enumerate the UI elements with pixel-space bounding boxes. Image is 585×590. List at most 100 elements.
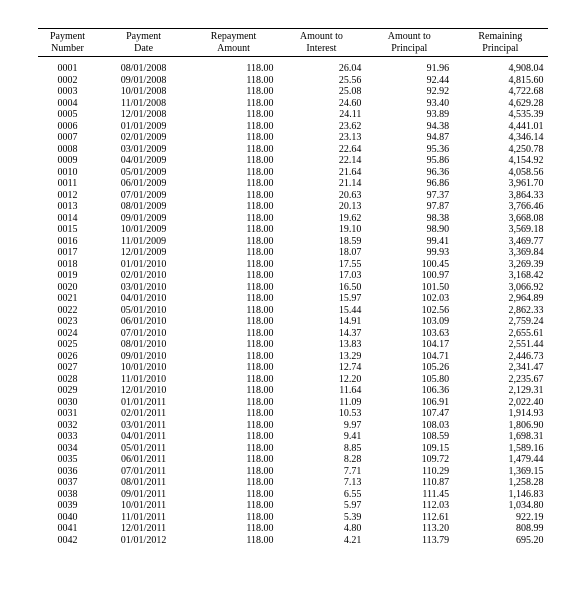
cell-payment-date: 12/01/2008 — [98, 109, 190, 121]
cell-amount-to-principal: 109.15 — [365, 443, 453, 455]
cell-remaining-principal: 2,551.44 — [453, 339, 547, 351]
cell-repayment-amount: 118.00 — [190, 86, 278, 98]
amortization-schedule-page: Payment Number Payment Date Repayment Am… — [8, 0, 578, 586]
cell-amount-to-principal: 94.38 — [365, 121, 453, 133]
cell-payment-number: 0019 — [38, 270, 98, 282]
cell-payment-date: 10/01/2010 — [98, 362, 190, 374]
cell-repayment-amount: 118.00 — [190, 362, 278, 374]
cell-amount-to-interest: 14.37 — [277, 328, 365, 340]
cell-amount-to-interest: 23.62 — [277, 121, 365, 133]
cell-amount-to-principal: 108.59 — [365, 431, 453, 443]
cell-payment-date: 09/01/2008 — [98, 75, 190, 87]
cell-payment-date: 08/01/2010 — [98, 339, 190, 351]
table-row: 000601/01/2009118.0023.6294.384,441.01 — [38, 121, 548, 133]
cell-amount-to-interest: 7.13 — [277, 477, 365, 489]
cell-repayment-amount: 118.00 — [190, 305, 278, 317]
cell-amount-to-interest: 12.74 — [277, 362, 365, 374]
table-header-row: Payment Number Payment Date Repayment Am… — [38, 29, 548, 57]
cell-amount-to-principal: 102.56 — [365, 305, 453, 317]
table-row: 003910/01/2011118.005.97112.031,034.80 — [38, 500, 548, 512]
table-row: 004112/01/2011118.004.80113.20808.99 — [38, 523, 548, 535]
cell-amount-to-principal: 98.90 — [365, 224, 453, 236]
table-row: 001510/01/2009118.0019.1098.903,569.18 — [38, 224, 548, 236]
cell-payment-number: 0032 — [38, 420, 98, 432]
cell-remaining-principal: 1,914.93 — [453, 408, 547, 420]
cell-remaining-principal: 4,154.92 — [453, 155, 547, 167]
cell-repayment-amount: 118.00 — [190, 144, 278, 156]
cell-payment-date: 06/01/2010 — [98, 316, 190, 328]
table-row: 001801/01/2010118.0017.55100.453,269.39 — [38, 259, 548, 271]
cell-payment-date: 12/01/2011 — [98, 523, 190, 535]
cell-payment-date: 07/01/2010 — [98, 328, 190, 340]
cell-repayment-amount: 118.00 — [190, 328, 278, 340]
cell-remaining-principal: 4,535.39 — [453, 109, 547, 121]
cell-repayment-amount: 118.00 — [190, 98, 278, 110]
cell-amount-to-principal: 98.38 — [365, 213, 453, 225]
cell-remaining-principal: 1,034.80 — [453, 500, 547, 512]
cell-repayment-amount: 118.00 — [190, 121, 278, 133]
table-row: 001207/01/2009118.0020.6397.373,864.33 — [38, 190, 548, 202]
cell-remaining-principal: 1,479.44 — [453, 454, 547, 466]
cell-remaining-principal: 2,655.61 — [453, 328, 547, 340]
cell-amount-to-principal: 107.47 — [365, 408, 453, 420]
table-row: 000310/01/2008118.0025.0892.924,722.68 — [38, 86, 548, 98]
col-remaining-principal: Remaining Principal — [453, 29, 547, 57]
cell-payment-number: 0037 — [38, 477, 98, 489]
cell-repayment-amount: 118.00 — [190, 293, 278, 305]
cell-payment-number: 0014 — [38, 213, 98, 225]
cell-amount-to-interest: 19.10 — [277, 224, 365, 236]
cell-amount-to-interest: 22.14 — [277, 155, 365, 167]
cell-remaining-principal: 4,441.01 — [453, 121, 547, 133]
cell-remaining-principal: 3,269.39 — [453, 259, 547, 271]
cell-remaining-principal: 2,964.89 — [453, 293, 547, 305]
cell-repayment-amount: 118.00 — [190, 190, 278, 202]
cell-payment-number: 0025 — [38, 339, 98, 351]
cell-remaining-principal: 2,862.33 — [453, 305, 547, 317]
cell-payment-number: 0018 — [38, 259, 98, 271]
cell-amount-to-interest: 19.62 — [277, 213, 365, 225]
cell-repayment-amount: 118.00 — [190, 523, 278, 535]
cell-amount-to-principal: 110.29 — [365, 466, 453, 478]
cell-amount-to-interest: 17.03 — [277, 270, 365, 282]
cell-payment-date: 04/01/2011 — [98, 431, 190, 443]
cell-repayment-amount: 118.00 — [190, 316, 278, 328]
cell-amount-to-interest: 20.63 — [277, 190, 365, 202]
cell-payment-number: 0008 — [38, 144, 98, 156]
cell-amount-to-principal: 113.20 — [365, 523, 453, 535]
cell-payment-date: 07/01/2011 — [98, 466, 190, 478]
cell-remaining-principal: 695.20 — [453, 535, 547, 547]
cell-payment-number: 0004 — [38, 98, 98, 110]
table-row: 003405/01/2011118.008.85109.151,589.16 — [38, 443, 548, 455]
table-row: 002306/01/2010118.0014.91103.092,759.24 — [38, 316, 548, 328]
cell-payment-number: 0030 — [38, 397, 98, 409]
cell-remaining-principal: 1,369.15 — [453, 466, 547, 478]
cell-amount-to-principal: 110.87 — [365, 477, 453, 489]
cell-payment-date: 10/01/2011 — [98, 500, 190, 512]
cell-payment-date: 11/01/2008 — [98, 98, 190, 110]
cell-remaining-principal: 4,722.68 — [453, 86, 547, 98]
cell-amount-to-principal: 104.71 — [365, 351, 453, 363]
cell-amount-to-principal: 112.61 — [365, 512, 453, 524]
cell-amount-to-principal: 100.97 — [365, 270, 453, 282]
cell-repayment-amount: 118.00 — [190, 477, 278, 489]
cell-amount-to-interest: 26.04 — [277, 57, 365, 75]
table-row: 000702/01/2009118.0023.1394.874,346.14 — [38, 132, 548, 144]
table-row: 002205/01/2010118.0015.44102.562,862.33 — [38, 305, 548, 317]
cell-remaining-principal: 4,629.28 — [453, 98, 547, 110]
cell-amount-to-principal: 113.79 — [365, 535, 453, 547]
amortization-table: Payment Number Payment Date Repayment Am… — [38, 28, 548, 546]
cell-payment-date: 01/01/2009 — [98, 121, 190, 133]
table-row: 001005/01/2009118.0021.6496.364,058.56 — [38, 167, 548, 179]
cell-remaining-principal: 1,806.90 — [453, 420, 547, 432]
cell-repayment-amount: 118.00 — [190, 454, 278, 466]
cell-repayment-amount: 118.00 — [190, 270, 278, 282]
cell-amount-to-principal: 93.40 — [365, 98, 453, 110]
cell-repayment-amount: 118.00 — [190, 224, 278, 236]
table-row: 003607/01/2011118.007.71110.291,369.15 — [38, 466, 548, 478]
table-row: 002104/01/2010118.0015.97102.032,964.89 — [38, 293, 548, 305]
cell-amount-to-principal: 93.89 — [365, 109, 453, 121]
cell-amount-to-interest: 8.28 — [277, 454, 365, 466]
cell-remaining-principal: 3,168.42 — [453, 270, 547, 282]
table-row: 002003/01/2010118.0016.50101.503,066.92 — [38, 282, 548, 294]
cell-remaining-principal: 4,058.56 — [453, 167, 547, 179]
